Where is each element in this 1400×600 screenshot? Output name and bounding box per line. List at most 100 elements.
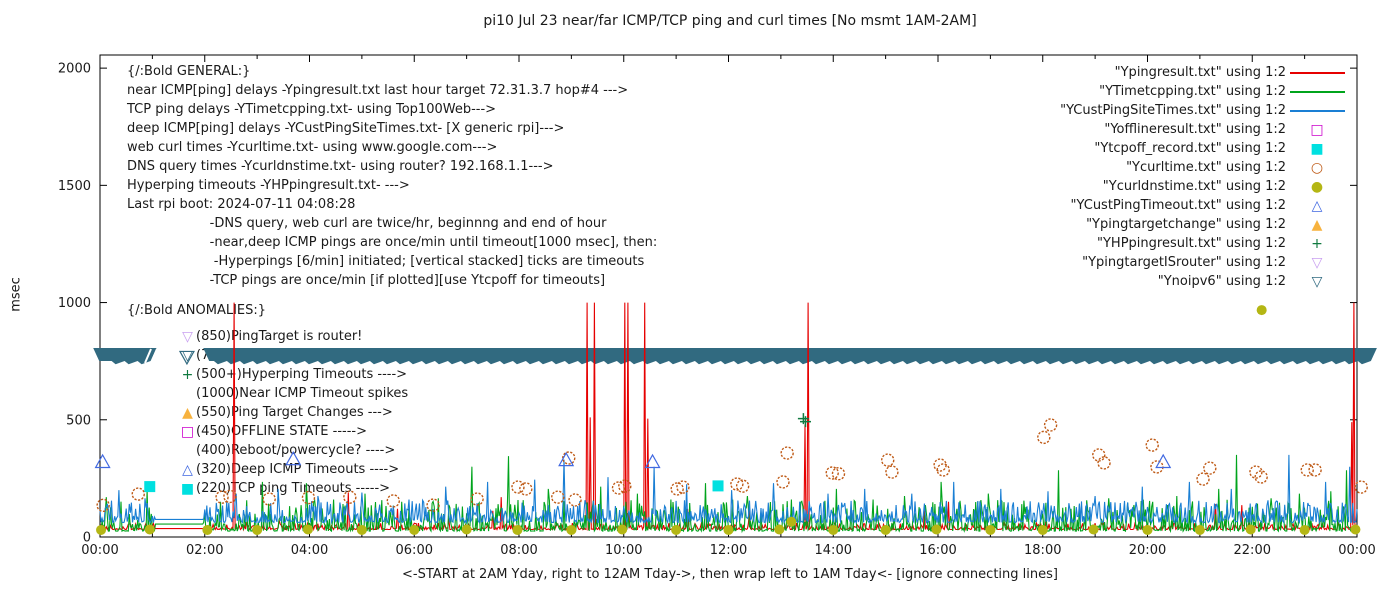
y-tick-label: 2000 xyxy=(58,62,91,77)
x-axis-label: <-START at 2AM Yday, right to 12AM Tday-… xyxy=(402,567,1058,582)
marker-circle-open-Ycurltimetxt xyxy=(1037,430,1051,445)
anomaly-item: ■ (220)TCP ping Timeouts -----> xyxy=(179,479,408,498)
legend-item: "YCustPingTimeout.txt" using 1:2 △ xyxy=(1060,196,1348,215)
marker-square-filled-Ytcpoffrecordtxt xyxy=(712,480,724,492)
x-tick-label: 08:00 xyxy=(500,543,537,558)
general-line: near ICMP[ping] delays -Ypingresult.txt … xyxy=(127,83,629,98)
anomaly-item: ▽ (850)PingTarget is router! xyxy=(179,327,408,346)
marker-circle-filled-Ycurldnstimetxt xyxy=(356,524,367,535)
anomaly-item: + (500+)Hyperping Timeouts ----> xyxy=(179,365,408,384)
triangle-down-open-icon: ▽ xyxy=(1311,254,1323,271)
marker-circle-filled-Ycurldnstimetxt xyxy=(96,524,107,535)
marker-circle-open-Ycurltimetxt xyxy=(511,480,525,494)
anomalies-title: {/:Bold ANOMALIES:} xyxy=(127,303,267,318)
marker-circle-open-Ycurltimetxt xyxy=(96,498,110,513)
anomaly-label: (850)PingTarget is router! xyxy=(196,329,363,344)
marker-circle-filled-Ycurldnstimetxt xyxy=(252,524,263,535)
marker-circle-open-Ycurltimetxt xyxy=(611,481,626,495)
legend-label: "YHPpingresult.txt" using 1:2 xyxy=(1097,236,1286,251)
general-line: {/:Bold GENERAL:} xyxy=(127,64,251,79)
x-tick-label: 16:00 xyxy=(919,543,956,558)
y-tick-label: 0 xyxy=(83,531,91,546)
marker-circle-open-Ycurltimetxt xyxy=(825,466,839,480)
legend-label: "Ycurldnstime.txt" using 1:2 xyxy=(1102,179,1286,194)
marker-circle-filled-Ycurldnstimetxt xyxy=(461,524,472,535)
legend-item: "Ypingtargetchange" using 1:2 ▲ xyxy=(1060,215,1348,234)
marker-circle-filled-Ycurldnstimetxt xyxy=(671,524,682,535)
legend-item: "Ypingresult.txt" using 1:2 xyxy=(1060,63,1348,82)
marker-circle-open-Ycurltimetxt xyxy=(933,458,947,472)
y-axis-label: msec xyxy=(8,277,24,312)
marker-circle-open-Ycurltimetxt xyxy=(776,475,790,489)
legend-item: "YHPpingresult.txt" using 1:2 + xyxy=(1060,234,1348,253)
legend-label: "YCustPingSiteTimes.txt" using 1:2 xyxy=(1060,103,1286,118)
anomaly-label: (550)Ping Target Changes ---> xyxy=(196,405,393,420)
marker-circle-open-Ycurltimetxt xyxy=(568,493,582,507)
anomaly-item: △ (320)Deep ICMP Timeouts ----> xyxy=(179,460,408,479)
x-tick-label: 02:00 xyxy=(186,543,223,558)
marker-circle-open-Ycurltimetxt xyxy=(1043,418,1058,432)
marker-triangle-up-open-YCustPingTimeouttxt xyxy=(94,453,111,469)
anomaly-label: (1000)Near ICMP Timeout spikes xyxy=(196,386,409,401)
marker-circle-open-Ycurltimetxt xyxy=(1354,480,1368,494)
legend-item: "Ycurldnstime.txt" using 1:2 ● xyxy=(1060,177,1348,196)
marker-circle-open-Ycurltimetxt xyxy=(670,482,684,496)
marker-circle-open-Ycurltimetxt xyxy=(735,479,750,493)
green-line-sample xyxy=(1286,85,1348,99)
marker-circle-filled-Ycurldnstimetxt xyxy=(786,516,797,527)
legend-item: "Ytcpoff_record.txt" using 1:2 ■ xyxy=(1060,139,1348,158)
general-line: web curl times -Ycurltime.txt- using www… xyxy=(127,140,498,155)
red-line-sample xyxy=(1286,66,1348,80)
y-tick-label: 500 xyxy=(66,413,91,428)
marker-circle-filled-Ycurldnstimetxt xyxy=(1350,524,1361,535)
y-tick-label: 1000 xyxy=(58,296,91,311)
anomalies-list: ▽ (850)PingTarget is router! ▽ (775)No ipv… xyxy=(179,327,408,498)
marker-circle-open-Ycurltimetxt xyxy=(131,487,145,501)
anomaly-item: (1000)Near ICMP Timeout spikes xyxy=(179,384,408,403)
marker-circle-open-Ycurltimetxt xyxy=(780,446,794,460)
legend-item: "Ynoipv6" using 1:2 ▽ xyxy=(1060,272,1348,291)
legend-item: "Ycurltime.txt" using 1:2 ○ xyxy=(1060,158,1348,177)
anomaly-label: (320)Deep ICMP Timeouts ----> xyxy=(196,462,400,477)
general-line: -TCP pings are once/min [if plotted][use… xyxy=(127,273,606,288)
legend-item: "Yofflineresult.txt" using 1:2 □ xyxy=(1060,120,1348,139)
marker-circle-open-Ycurltimetxt xyxy=(426,498,440,512)
marker-circle-open-Ycurltimetxt xyxy=(1196,472,1210,486)
marker-circle-open-Ycurltimetxt xyxy=(1092,448,1106,462)
anomaly-label: (220)TCP ping Timeouts -----> xyxy=(196,481,391,496)
legend-label: "Yofflineresult.txt" using 1:2 xyxy=(1104,122,1286,137)
legend-item: "YTimetcpping.txt" using 1:2 xyxy=(1060,82,1348,101)
circle-open-icon: ○ xyxy=(1310,159,1324,176)
marker-circle-filled-Ycurldnstimetxt xyxy=(512,524,523,535)
marker-circle-filled-Ycurldnstimetxt xyxy=(202,524,213,535)
square-filled-icon: ■ xyxy=(1310,140,1324,157)
anomaly-item: ▽ (775)No ipv6 fallback ----> xyxy=(179,346,408,365)
general-line: TCP ping delays -YTimetcpping.txt- using… xyxy=(127,102,497,117)
marker-triangle-up-open-YCustPingTimeouttxt xyxy=(1155,453,1172,469)
marker-circle-open-Ycurltimetxt xyxy=(1150,460,1164,474)
triangle-up-open-icon: △ xyxy=(182,461,193,478)
triangle-up-open-icon: △ xyxy=(1311,197,1323,214)
marker-circle-open-Ycurltimetxt xyxy=(936,463,950,477)
band-slash xyxy=(150,348,158,364)
x-tick-label: 04:00 xyxy=(291,543,328,558)
x-tick-label: 14:00 xyxy=(815,543,852,558)
marker-circle-filled-Ycurldnstimetxt xyxy=(302,524,313,535)
general-line: -near,deep ICMP pings are once/min until… xyxy=(127,235,658,250)
legend-label: "YpingtargetISrouter" using 1:2 xyxy=(1082,255,1286,270)
marker-circle-open-Ycurltimetxt xyxy=(519,482,533,496)
marker-circle-filled-Ycurldnstimetxt xyxy=(880,524,891,535)
x-tick-label: 22:00 xyxy=(1234,543,1271,558)
triangle-down-icon: ▽ xyxy=(182,347,193,364)
general-line: Hyperping timeouts -YHPpingresult.txt- -… xyxy=(127,178,410,193)
legend-label: "YTimetcpping.txt" using 1:2 xyxy=(1099,84,1286,99)
legend-item: "YCustPingSiteTimes.txt" using 1:2 xyxy=(1060,101,1348,120)
marker-circle-open-Ycurltimetxt xyxy=(551,490,565,504)
marker-circle-filled-Ycurldnstimetxt xyxy=(144,524,155,535)
marker-circle-open-Ycurltimetxt xyxy=(1203,461,1217,475)
legend-item: "YpingtargetISrouter" using 1:2 ▽ xyxy=(1060,253,1348,272)
triangle-up-filled-icon: ▲ xyxy=(1311,216,1323,233)
legend-label: "Ypingtargetchange" using 1:2 xyxy=(1086,217,1286,232)
marker-triangle-up-open-YCustPingTimeouttxt xyxy=(558,451,575,467)
